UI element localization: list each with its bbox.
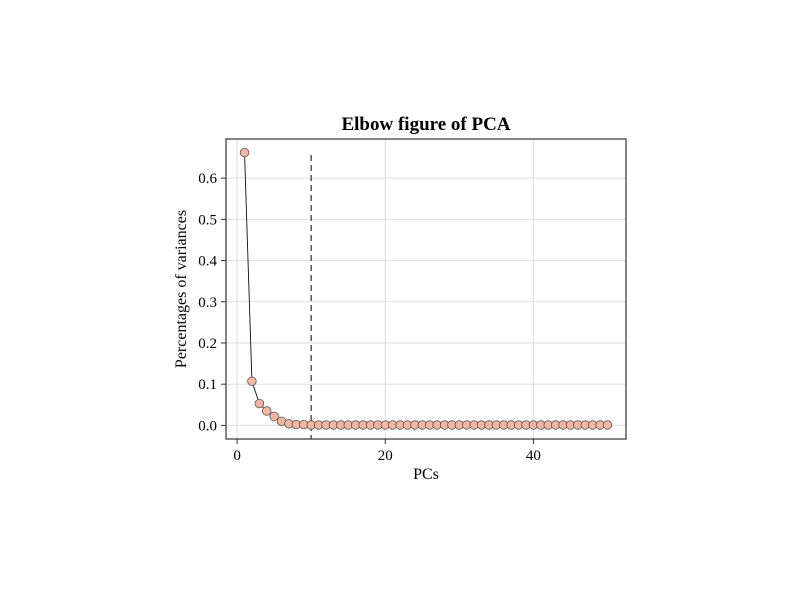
plot-frame [225, 138, 627, 440]
variance-point [602, 420, 613, 430]
y-tick-label: 0.3 [198, 295, 217, 311]
point-layer [239, 147, 613, 430]
y-tick-label: 0.0 [198, 418, 217, 434]
x-tick-label: 40 [526, 448, 541, 464]
y-axis-label: Percentages of variances [173, 210, 190, 368]
y-tick-label: 0.4 [198, 254, 217, 270]
y-tick-label: 0.6 [198, 171, 217, 187]
y-tick-label: 0.5 [198, 212, 217, 228]
chart-title: Elbow figure of PCA [341, 114, 510, 135]
x-tick-label: 20 [378, 448, 393, 464]
y-tick-label: 0.2 [198, 336, 217, 352]
variance-point [262, 406, 272, 416]
variance-point [254, 398, 265, 409]
y-tick-label: 0.1 [198, 377, 217, 393]
x-tick-label: 0 [233, 448, 241, 464]
variance-point [239, 147, 250, 158]
variance-point [247, 376, 257, 387]
grid-layer [226, 139, 626, 439]
x-axis-label: PCs [413, 466, 439, 483]
tick-layer: 0.0 0.1 0.2 0.3 0.4 0.5 0.6 0 20 40 [198, 171, 541, 464]
variance-point [269, 411, 279, 422]
